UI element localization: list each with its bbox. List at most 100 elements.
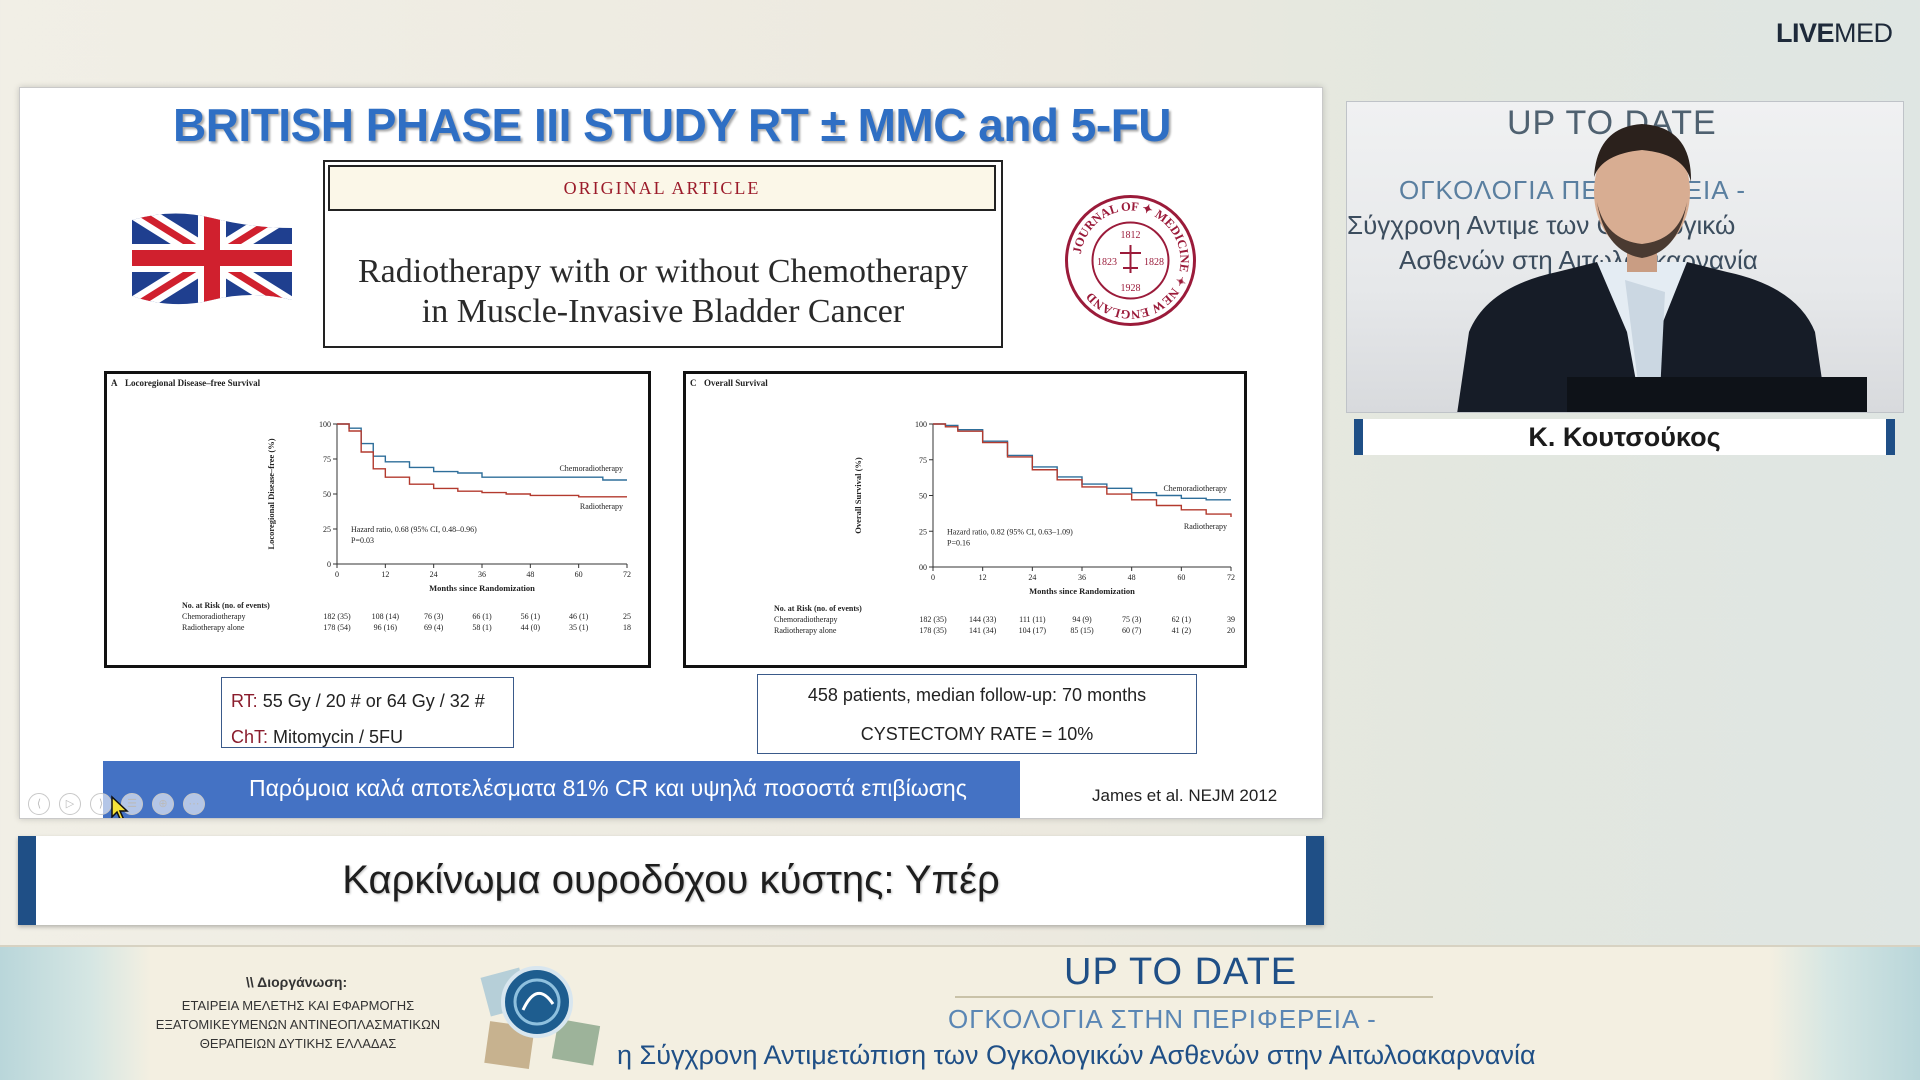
risk-cell: 104 (17): [1019, 626, 1047, 635]
risk-cell: 108 (14): [372, 612, 400, 621]
next-slide-icon[interactable]: ⟩: [90, 793, 112, 815]
risk-cell: 178 (54): [323, 623, 351, 632]
y-tick-label: 25: [919, 527, 927, 536]
p-value: P=0.16: [947, 538, 970, 547]
series-line-radiotherapy: [337, 423, 627, 498]
risk-table-header: No. at Risk (no. of events): [774, 604, 862, 613]
article-header: ORIGINAL ARTICLE Radiotherapy with or wi…: [323, 160, 1003, 348]
x-tick-label: 48: [526, 570, 534, 579]
speaker-person-image: [1457, 124, 1867, 412]
risk-cell: 25: [623, 612, 631, 621]
seal-year-1928: 1928: [1121, 283, 1141, 294]
cystectomy-line: CYSTECTOMY RATE = 10%: [860, 724, 1094, 744]
risk-cell: 69 (4): [424, 623, 444, 632]
risk-cell: 75 (3): [1122, 615, 1142, 624]
footer-decoration-left: [0, 947, 150, 1080]
menu-icon[interactable]: ☰: [121, 793, 143, 815]
organizer-line2: ΕΞΑΤΟΜΙΚΕΥΜΕΝΩΝ ΑΝΤΙΝΕΟΠΛΑΣΜΑΤΙΚΩΝ: [155, 1017, 441, 1032]
x-tick-label: 12: [979, 573, 987, 582]
x-tick-label: 60: [575, 570, 583, 579]
y-tick-label: 25: [323, 525, 331, 534]
organizer-line1: ΕΤΑΙΡΕΙΑ ΜΕΛΕΤΗΣ ΚΑΙ ΕΦΑΡΜΟΓΗΣ: [181, 998, 415, 1013]
article-title-line1: Radiotherapy with or without Chemotherap…: [358, 253, 968, 290]
cht-value: Mitomycin / 5FU: [268, 727, 404, 747]
risk-cell: 182 (35): [323, 612, 351, 621]
chart-title: Locoregional Disease–free Survival: [125, 378, 261, 388]
article-tag: ORIGINAL ARTICLE: [328, 165, 996, 211]
x-axis-label: Months since Randomization: [429, 583, 535, 593]
y-tick-label: 75: [919, 456, 927, 465]
panel-letter: A: [111, 378, 118, 388]
footer-tagline: η Σύγχρονη Αντιμετώπιση των Ογκολογικών …: [617, 1040, 1536, 1070]
article-title: Radiotherapy with or without Chemotherap…: [325, 252, 1001, 332]
x-tick-label: 36: [1078, 573, 1086, 582]
risk-cell: 39: [1227, 615, 1235, 624]
y-tick-label: 75: [323, 455, 331, 464]
risk-cell: 76 (3): [424, 612, 444, 621]
risk-row-label: Radiotherapy alone: [182, 623, 245, 632]
prev-slide-icon[interactable]: ⟨: [28, 793, 50, 815]
series-line-radiotherapy: [933, 423, 1232, 517]
series-label-radiotherapy: Radiotherapy: [580, 502, 623, 511]
patients-note: 458 patients, median follow-up: 70 month…: [757, 674, 1197, 754]
km-chart-overall-survival: C Overall Survival 0 12 24 36 48 60 72 00 25 50 75 10…: [683, 371, 1247, 668]
risk-cell: 96 (16): [374, 623, 398, 632]
risk-row-label: Chemoradiotherapy: [182, 612, 246, 621]
risk-cell: 56 (1): [521, 612, 541, 621]
topic-text: Καρκίνωμα ουροδόχου κύστης: Υπέρ: [342, 858, 1000, 902]
play-icon[interactable]: ▷: [59, 793, 81, 815]
x-tick-label: 72: [623, 570, 631, 579]
footer-divider: [955, 996, 1433, 998]
presentation-slide: BRITISH PHASE III STUDY RT ± MMC and 5-F…: [19, 87, 1323, 819]
seal-year-1823: 1823: [1097, 257, 1117, 268]
risk-cell: 94 (9): [1072, 615, 1092, 624]
slide-player-controls: ⟨ ▷ ⟩ ☰ ⊕ ⋯: [28, 793, 214, 817]
y-axis-label: Overall Survival (%): [853, 457, 863, 534]
risk-cell: 41 (2): [1172, 626, 1192, 635]
risk-cell: 85 (15): [1070, 626, 1094, 635]
panel-letter: C: [690, 378, 697, 388]
risk-cell: 141 (34): [969, 626, 997, 635]
footer-subtitle: ΟΓΚΟΛΟΓΙΑ ΣΤΗΝ ΠΕΡΙΦΕΡΕΙΑ -: [948, 1004, 1377, 1034]
y-tick-label: 00: [919, 563, 927, 572]
seal-year-1812: 1812: [1121, 230, 1141, 241]
footer-decoration-right: [1770, 947, 1920, 1080]
risk-cell: 58 (1): [472, 623, 492, 632]
x-tick-label: 72: [1227, 573, 1235, 582]
livemed-logo: LIVEMED: [1776, 18, 1893, 48]
hazard-ratio: Hazard ratio, 0.82 (95% CI, 0.63–1.09): [947, 527, 1073, 536]
zoom-icon[interactable]: ⊕: [152, 793, 174, 815]
y-tick-label: 100: [319, 420, 331, 429]
rt-line: RT: 55 Gy / 20 # or 64 Gy / 32 #: [231, 683, 513, 719]
speaker-name-bar: Κ. Κουτσούκος: [1354, 419, 1895, 455]
citation: James et al. NEJM 2012: [1092, 786, 1278, 805]
x-axis-label: Months since Randomization: [1029, 586, 1135, 596]
cht-label: ChT:: [231, 727, 269, 747]
risk-cell: 144 (33): [969, 615, 997, 624]
article-title-line2: in Muscle-Invasive Bladder Cancer: [421, 293, 905, 330]
event-logo: [480, 966, 601, 1069]
organizer-line3: ΘΕΡΑΠΕΙΩΝ ΔΥΤΙΚΗΣ ΕΛΛΑΔΑΣ: [199, 1036, 397, 1051]
rt-value: 55 Gy / 20 # or 64 Gy / 32 #: [257, 691, 485, 711]
y-tick-label: 0: [327, 560, 331, 569]
risk-cell: 18: [623, 623, 631, 632]
more-icon[interactable]: ⋯: [183, 793, 205, 815]
x-tick-label: 36: [478, 570, 486, 579]
cht-line: ChT: Mitomycin / 5FU: [231, 719, 513, 755]
risk-row-label: Chemoradiotherapy: [774, 615, 838, 624]
risk-cell: 44 (0): [521, 623, 541, 632]
x-tick-label: 48: [1128, 573, 1136, 582]
event-footer: \\ Διοργάνωση: ΕΤΑΙΡΕΙΑ ΜΕΛΕΤΗΣ ΚΑΙ ΕΦΑΡ…: [0, 945, 1920, 1080]
organizer-label: \\ Διοργάνωση:: [246, 974, 348, 990]
risk-table-header: No. at Risk (no. of events): [182, 601, 270, 610]
series-label-chemoradiotherapy: Chemoradiotherapy: [559, 464, 623, 473]
y-tick-label: 50: [323, 490, 331, 499]
uk-flag-image: [132, 213, 292, 305]
x-tick-label: 0: [931, 573, 935, 582]
series-label-radiotherapy: Radiotherapy: [1184, 522, 1227, 531]
x-tick-label: 24: [1028, 573, 1036, 582]
risk-cell: 46 (1): [569, 612, 589, 621]
hazard-ratio: Hazard ratio, 0.68 (95% CI, 0.48–0.96): [351, 525, 477, 534]
rt-label: RT:: [231, 691, 258, 711]
footer-title: UP TO DATE: [1064, 951, 1298, 993]
